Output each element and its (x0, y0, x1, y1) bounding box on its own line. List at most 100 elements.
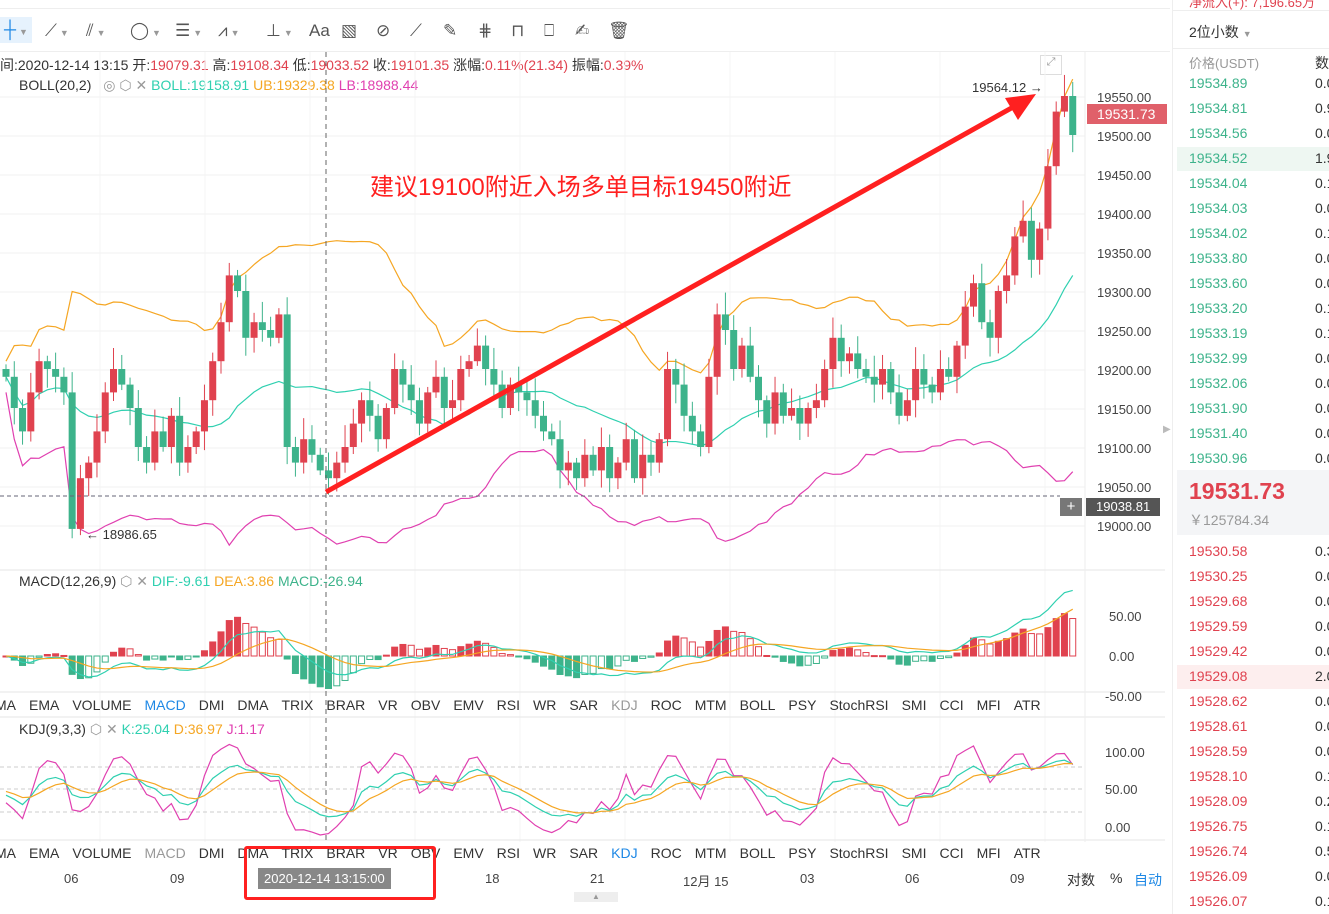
ask-price[interactable]: 19530.96 (1189, 450, 1248, 466)
dropdown-caret-icon[interactable]: ▼ (230, 28, 240, 38)
indicator-tab-dmi[interactable]: DMI (198, 697, 225, 713)
bid-price[interactable]: 19529.42 (1189, 643, 1248, 659)
settings-icon[interactable]: ⬡ (89, 721, 103, 737)
fib-ruler-icon[interactable]: ▧ (341, 21, 358, 40)
indicator-tab-mtm[interactable]: MTM (694, 697, 727, 713)
indicator-tab-sar[interactable]: SAR (569, 845, 599, 861)
dropdown-caret-icon[interactable]: ▼ (96, 28, 106, 38)
eye-icon[interactable]: ◎ (103, 77, 116, 93)
bid-price[interactable]: 19528.62 (1189, 693, 1248, 709)
indicator-tab-macd[interactable]: MACD (144, 845, 186, 861)
indicator-tab-obv[interactable]: OBV (410, 845, 441, 861)
dropdown-caret-icon[interactable]: ▼ (19, 27, 28, 37)
delete-icon[interactable]: 🗑 (608, 21, 630, 40)
bid-price[interactable]: 19528.59 (1189, 743, 1248, 759)
close-icon[interactable]: ✕ (136, 573, 149, 589)
ruler-icon[interactable]: ⟋ (410, 21, 422, 40)
ask-price[interactable]: 19533.80 (1189, 250, 1248, 266)
magnet-icon[interactable]: ⊘ (376, 21, 391, 40)
indicator-tab-wr[interactable]: WR (533, 697, 557, 713)
indicator-tab-brar[interactable]: BRAR (326, 697, 366, 713)
macd-name[interactable]: MACD(12,26,9) (19, 573, 117, 589)
indicator-tab-cci[interactable]: CCI (939, 845, 964, 861)
ask-price[interactable]: 19533.60 (1189, 275, 1248, 291)
percent-toggle[interactable]: % (1110, 870, 1123, 886)
indicator-tab-mtm[interactable]: MTM (694, 845, 727, 861)
indicator-tab-rsi[interactable]: RSI (496, 697, 521, 713)
ask-price[interactable]: 19534.56 (1189, 125, 1248, 141)
bid-price[interactable]: 19528.61 (1189, 718, 1248, 734)
bid-price[interactable]: 19528.10 (1189, 768, 1248, 784)
ask-price[interactable]: 19534.03 (1189, 200, 1248, 216)
hide-drawings-icon[interactable]: ⋕ (478, 21, 493, 40)
close-icon[interactable]: ✕ (135, 77, 148, 93)
settings-icon[interactable]: ⬡ (119, 77, 132, 93)
dropdown-caret-icon[interactable]: ▼ (283, 28, 293, 38)
ask-price[interactable]: 19534.04 (1189, 175, 1248, 191)
indicator-tab-emv[interactable]: EMV (453, 845, 484, 861)
indicator-tab-dma[interactable]: DMA (237, 697, 269, 713)
auto-toggle[interactable]: 自动 (1134, 872, 1162, 888)
indicator-tab-obv[interactable]: OBV (410, 697, 441, 713)
indicator-tab-boll[interactable]: BOLL (739, 697, 776, 713)
bid-price[interactable]: 19529.59 (1189, 618, 1248, 634)
parallel-line-icon[interactable]: ⫽ ▼ (86, 21, 106, 40)
ask-price[interactable]: 19534.02 (1189, 225, 1248, 241)
indicator-tab-mfi[interactable]: MFI (976, 697, 1001, 713)
log-scale-toggle[interactable]: 对数 (1067, 872, 1095, 888)
bid-price[interactable]: 19528.09 (1189, 793, 1248, 809)
add-alert-plus-icon[interactable]: + (1060, 498, 1082, 516)
boll-name[interactable]: BOLL(20,2) (19, 77, 92, 93)
indicator-tab-roc[interactable]: ROC (650, 697, 682, 713)
indicator-tab-roc[interactable]: ROC (650, 845, 682, 861)
wave-pattern-icon[interactable]: ⩘ ▼ (218, 21, 240, 40)
ask-price[interactable]: 19534.81 (1189, 100, 1248, 116)
bid-price[interactable]: 19526.74 (1189, 843, 1248, 859)
precision-select[interactable]: 2位小数 ▼ (1189, 24, 1252, 40)
bid-price[interactable]: 19530.58 (1189, 543, 1248, 559)
measure-icon[interactable]: ⊥ ▼ (266, 21, 293, 40)
ask-price[interactable]: 19531.40 (1189, 425, 1248, 441)
collapse-handle-icon[interactable]: ▲ (574, 892, 618, 902)
crosshair-icon[interactable]: ┼ ▼ (0, 17, 32, 43)
indicator-tab-volume[interactable]: VOLUME (72, 697, 132, 713)
indicator-tab-vr[interactable]: VR (378, 845, 398, 861)
ask-price[interactable]: 19532.99 (1189, 350, 1248, 366)
settings-icon[interactable]: ⬡ (120, 573, 133, 589)
ask-price[interactable]: 19534.89 (1189, 75, 1248, 91)
close-icon[interactable]: ✕ (105, 721, 118, 737)
indicator-tab-atr[interactable]: ATR (1013, 845, 1041, 861)
indicator-tab-brar[interactable]: BRAR (326, 845, 366, 861)
indicator-tab-psy[interactable]: PSY (788, 697, 817, 713)
ask-price[interactable]: 19531.90 (1189, 400, 1248, 416)
indicator-tab-ma[interactable]: MA (0, 845, 16, 861)
trend-line-icon[interactable]: ⟋ ▼ (45, 21, 69, 40)
text-icon[interactable]: Aa (309, 21, 330, 40)
brush-icon[interactable]: ✎ (443, 21, 458, 40)
ask-price[interactable]: 19533.20 (1189, 300, 1248, 316)
indicator-tab-kdj[interactable]: KDJ (611, 697, 638, 713)
indicator-tab-emv[interactable]: EMV (453, 697, 484, 713)
indicator-tab-ema[interactable]: EMA (29, 845, 60, 861)
indicator-tab-stochrsi[interactable]: StochRSI (829, 697, 889, 713)
indicator-tab-macd[interactable]: MACD (144, 697, 186, 713)
indicator-tab-trix[interactable]: TRIX (281, 697, 314, 713)
indicator-tab-mfi[interactable]: MFI (976, 845, 1001, 861)
bid-price[interactable]: 19529.68 (1189, 593, 1248, 609)
kdj-name[interactable]: KDJ(9,3,3) (19, 721, 86, 737)
ask-price[interactable]: 19534.52 (1189, 150, 1248, 166)
horizontal-lines-icon[interactable]: ☰ ▼ (175, 21, 203, 40)
circle-icon[interactable]: ◯ ▼ (130, 21, 161, 40)
bid-price[interactable]: 19526.09 (1189, 868, 1248, 884)
dropdown-caret-icon[interactable]: ▼ (152, 28, 161, 38)
indicator-tab-boll[interactable]: BOLL (739, 845, 776, 861)
indicator-tab-cci[interactable]: CCI (939, 697, 964, 713)
indicator-tab-sar[interactable]: SAR (569, 697, 599, 713)
indicator-tab-trix[interactable]: TRIX (281, 845, 314, 861)
ask-price[interactable]: 19533.19 (1189, 325, 1248, 341)
bid-price[interactable]: 19530.25 (1189, 568, 1248, 584)
note-icon[interactable]: ✍ (575, 21, 590, 40)
indicator-tab-smi[interactable]: SMI (901, 845, 927, 861)
bookmark-icon[interactable]: ⎕ (544, 21, 555, 40)
indicator-tab-atr[interactable]: ATR (1013, 697, 1041, 713)
